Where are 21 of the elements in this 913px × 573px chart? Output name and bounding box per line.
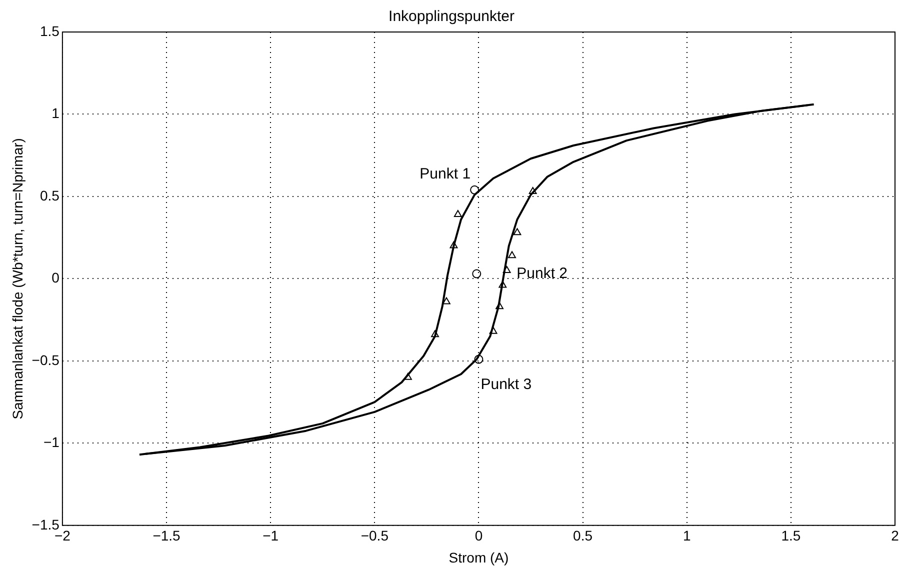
x-tick-label: −1.5 [152,528,181,544]
y-tick-label: 0 [52,270,60,286]
x-tick-label: 1.5 [781,528,801,544]
y-tick-label: 1.5 [40,22,60,39]
x-tick-label: 1 [682,528,691,544]
chart-title: Inkopplingspunkter [388,8,514,26]
y-tick-label: −0.5 [32,352,60,368]
x-tick-label: −0.5 [360,528,389,544]
x-tick-label: 2 [891,528,900,544]
y-tick-label: 1 [52,105,60,122]
x-tick-label: 0 [474,528,483,544]
annotation: Punkt 2 [516,264,568,282]
x-tick-label: 0.5 [573,528,593,544]
y-tick-label: −1 [43,434,60,450]
annotation: Punkt 1 [420,166,471,183]
annotation: Punkt 3 [480,376,532,393]
x-axis-title: Strom (A) [448,549,509,566]
y-tick-label: −1.5 [32,516,60,532]
y-axis-title: Sammanlankat flode (Wb*turn, turn=Nprimar) [9,138,26,420]
y-tick-label: 0.5 [40,187,60,204]
x-tick-label: −1 [262,528,279,544]
